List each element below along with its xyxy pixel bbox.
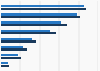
Bar — [0, 40, 36, 43]
Bar — [0, 13, 77, 15]
Bar — [0, 8, 86, 10]
Bar — [0, 5, 84, 7]
Bar — [0, 62, 8, 64]
Bar — [0, 38, 32, 40]
Bar — [0, 48, 27, 51]
Bar — [0, 57, 21, 59]
Bar — [0, 54, 18, 56]
Bar — [0, 46, 23, 48]
Bar — [0, 16, 80, 18]
Bar — [0, 65, 9, 67]
Bar — [0, 21, 61, 24]
Bar — [0, 24, 67, 26]
Bar — [0, 32, 56, 34]
Bar — [0, 30, 50, 32]
